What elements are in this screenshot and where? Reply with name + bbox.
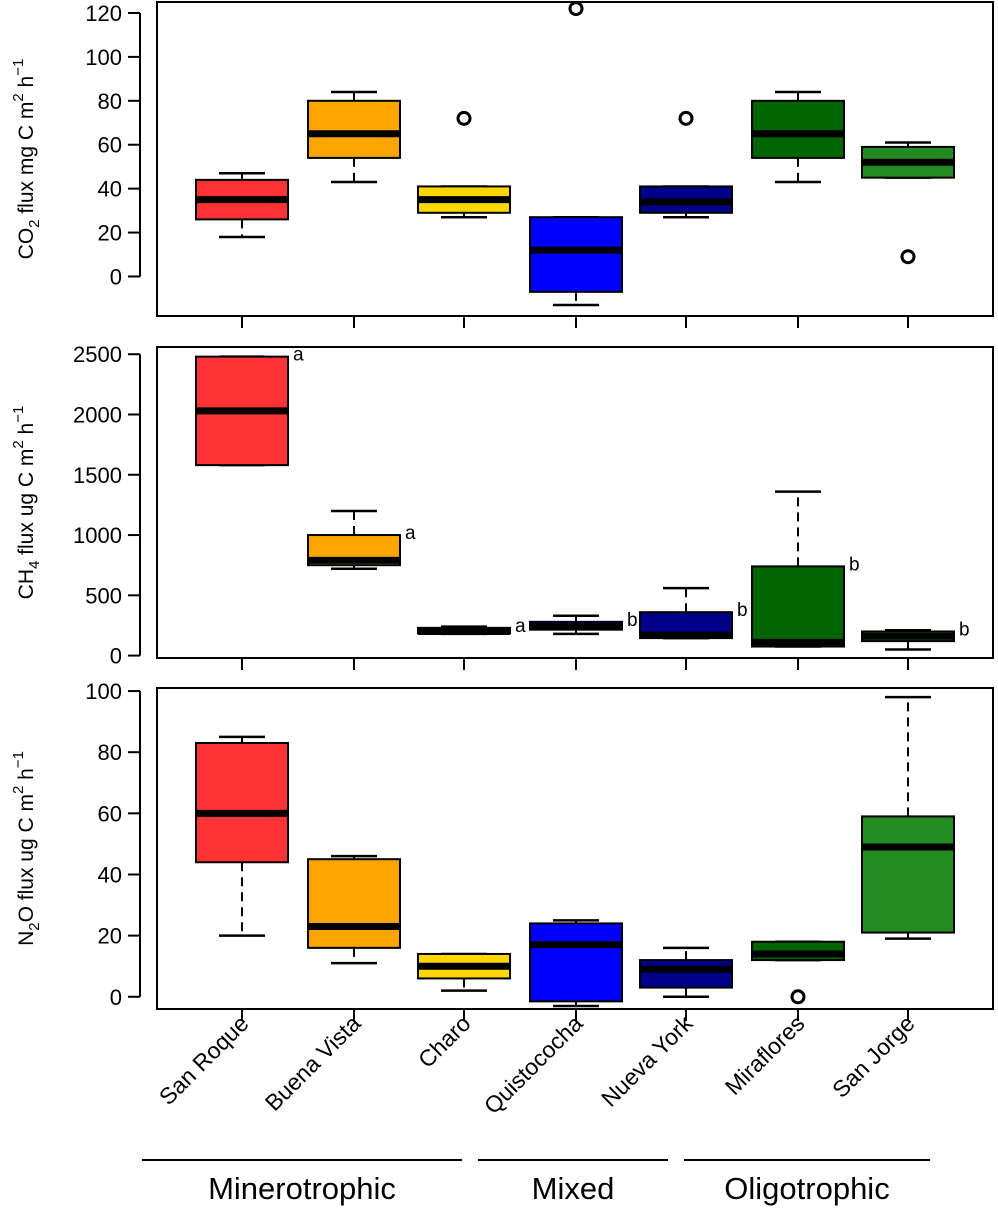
- y-axis-label: CO2 flux mg C m2 h−1: [10, 59, 43, 260]
- x-category-label: San Roque: [154, 1010, 254, 1110]
- box-buena-vista: a: [307, 509, 416, 571]
- box-san-jorge: [861, 141, 955, 265]
- box-quistococha: [529, 919, 623, 1008]
- y-label-sup2: −1: [10, 59, 27, 76]
- iqr-box: [639, 959, 733, 989]
- y-tick-label: 0: [110, 985, 122, 1010]
- y-tick-label: 80: [98, 740, 122, 765]
- y-label-sup2: −1: [10, 406, 27, 423]
- significance-letter: b: [737, 600, 748, 621]
- y-tick-label: 60: [98, 133, 122, 158]
- y-label-sub: 2: [26, 922, 43, 930]
- outlier-point: [790, 989, 806, 1005]
- box-quistococha: b: [529, 610, 638, 636]
- x-category-label: Miraflores: [720, 1010, 810, 1100]
- y-label-post: flux ug C m: [15, 449, 38, 561]
- x-category-label: Buena Vista: [260, 1010, 366, 1116]
- box-miraflores: [751, 90, 845, 184]
- y-tick-label: 500: [85, 583, 122, 608]
- box-san-roque: a: [195, 345, 304, 467]
- y-label-sup: 2: [10, 786, 27, 794]
- y-tick-label: 120: [85, 1, 122, 26]
- outlier-point: [678, 110, 694, 126]
- y-label-sup2: −1: [10, 751, 27, 768]
- box-miraflores: b: [751, 490, 860, 648]
- y-label-tail: h: [15, 423, 38, 441]
- y-tick-label: 20: [98, 221, 122, 246]
- y-label-pre: CO: [15, 228, 38, 260]
- y-tick-label: 100: [85, 679, 122, 704]
- y-label-sub: 4: [26, 561, 43, 569]
- significance-letter: a: [515, 616, 526, 637]
- y-tick-label: 40: [98, 177, 122, 202]
- iqr-box: [861, 815, 955, 934]
- significance-letter: b: [627, 610, 638, 631]
- significance-letter: a: [293, 345, 304, 366]
- box-san-roque: [195, 735, 289, 937]
- y-axis-label: N2O flux ug C m2 h−1: [10, 751, 43, 946]
- y-tick-label: 0: [110, 644, 122, 669]
- group-label: Minerotrophic: [208, 1171, 396, 1206]
- outlier-point: [568, 1, 584, 17]
- iqr-box: [307, 99, 401, 159]
- box-san-jorge: [861, 695, 955, 940]
- y-tick-label: 1000: [73, 523, 122, 548]
- box-miraflores: [751, 940, 845, 1005]
- box-san-roque: [195, 172, 289, 239]
- y-tick-label: 20: [98, 924, 122, 949]
- iqr-box: [307, 858, 401, 949]
- iqr-box: [751, 565, 845, 648]
- y-tick-label: 80: [98, 89, 122, 114]
- y-tick-label: 40: [98, 862, 122, 887]
- iqr-box: [195, 742, 289, 864]
- box-buena-vista: [307, 854, 401, 965]
- y-tick-label: 1500: [73, 463, 122, 488]
- y-tick-label: 2000: [73, 403, 122, 428]
- outlier-point: [900, 249, 916, 265]
- y-axis-label: CH4 flux ug C m2 h−1: [10, 406, 43, 600]
- panel-ch4: 0 500 1000 1500 2000 2500 CH4 flux ug C m2 h−1…: [10, 342, 994, 670]
- y-label-sup: 2: [10, 93, 27, 101]
- significance-letter: a: [405, 523, 416, 544]
- significance-letter: b: [959, 619, 970, 640]
- iqr-box: [529, 922, 623, 1003]
- box-nueva-york: [639, 946, 733, 999]
- group-label: Mixed: [532, 1171, 615, 1206]
- box-nueva-york: b: [639, 586, 748, 640]
- x-category-label: San Jorge: [827, 1010, 920, 1103]
- x-axis-categories: San Roque Buena Vista Charo Quistococha Nuev…: [154, 1010, 920, 1119]
- y-tick-label: 60: [98, 801, 122, 826]
- y-label-pre: N: [15, 931, 38, 946]
- box-nueva-york: [639, 110, 733, 219]
- x-category-label: Charo: [413, 1010, 476, 1073]
- y-label-tail: h: [15, 76, 38, 94]
- box-quistococha: [529, 1, 623, 307]
- y-label-tail: h: [15, 768, 38, 786]
- significance-letter: b: [849, 554, 860, 575]
- x-category-label: Quistococha: [479, 1010, 588, 1119]
- y-label-post: flux mg C m: [15, 102, 38, 220]
- y-tick-label: 2500: [73, 342, 122, 367]
- y-label-sup: 2: [10, 440, 27, 448]
- iqr-box: [751, 99, 845, 159]
- box-buena-vista: [307, 90, 401, 184]
- trophic-groups: Minerotrophic Mixed Oligotrophic: [142, 1159, 930, 1206]
- y-tick-label: 100: [85, 45, 122, 70]
- x-category-label: Nueva York: [596, 1010, 698, 1112]
- y-label-pre: CH: [15, 569, 38, 599]
- box-charo: a: [417, 616, 526, 637]
- y-label-post: O flux ug C m: [15, 794, 38, 922]
- box-charo: [417, 110, 511, 219]
- iqr-box: [529, 216, 623, 293]
- outlier-point: [456, 110, 472, 126]
- y-label-sub: 2: [26, 219, 43, 227]
- y-tick-label: 0: [110, 264, 122, 289]
- box-charo: [417, 952, 511, 992]
- group-label: Oligotrophic: [724, 1171, 889, 1206]
- box-san-jorge: b: [861, 619, 970, 651]
